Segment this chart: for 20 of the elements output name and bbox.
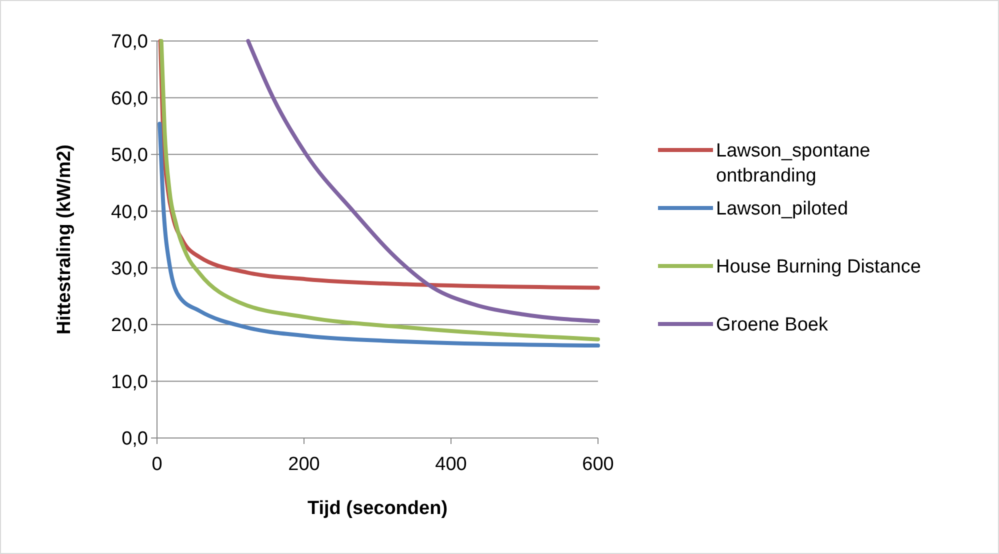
x-tick-label: 600 [582, 454, 614, 475]
line-series [159, 39, 600, 342]
x-tick-label: 400 [435, 454, 467, 475]
legend-label: House Burning Distance [716, 256, 921, 278]
y-tick-label: 70,0 [111, 32, 148, 53]
legend-label: Groene Boek [716, 314, 828, 336]
legend-label: Lawson_spontane ontbranding [716, 140, 870, 186]
x-tick-label: 0 [152, 454, 162, 475]
y-tick-label: 60,0 [111, 88, 148, 110]
x-tick-label: 200 [288, 454, 320, 475]
y-tick-label: 0,0 [122, 428, 148, 450]
line-series [246, 39, 600, 324]
x-axis-title: Tijd (seconden) [307, 498, 448, 519]
legend-label: Lawson_piloted [716, 198, 848, 220]
y-tick-label: 10,0 [111, 372, 148, 393]
y-tick-label: 50,0 [111, 145, 148, 166]
y-tick-label: 20,0 [111, 315, 148, 336]
y-axis-title: Hittestraling (kW/m2) [54, 144, 75, 335]
y-tick-label: 30,0 [111, 258, 148, 280]
y-tick-label: 40,0 [111, 202, 148, 223]
